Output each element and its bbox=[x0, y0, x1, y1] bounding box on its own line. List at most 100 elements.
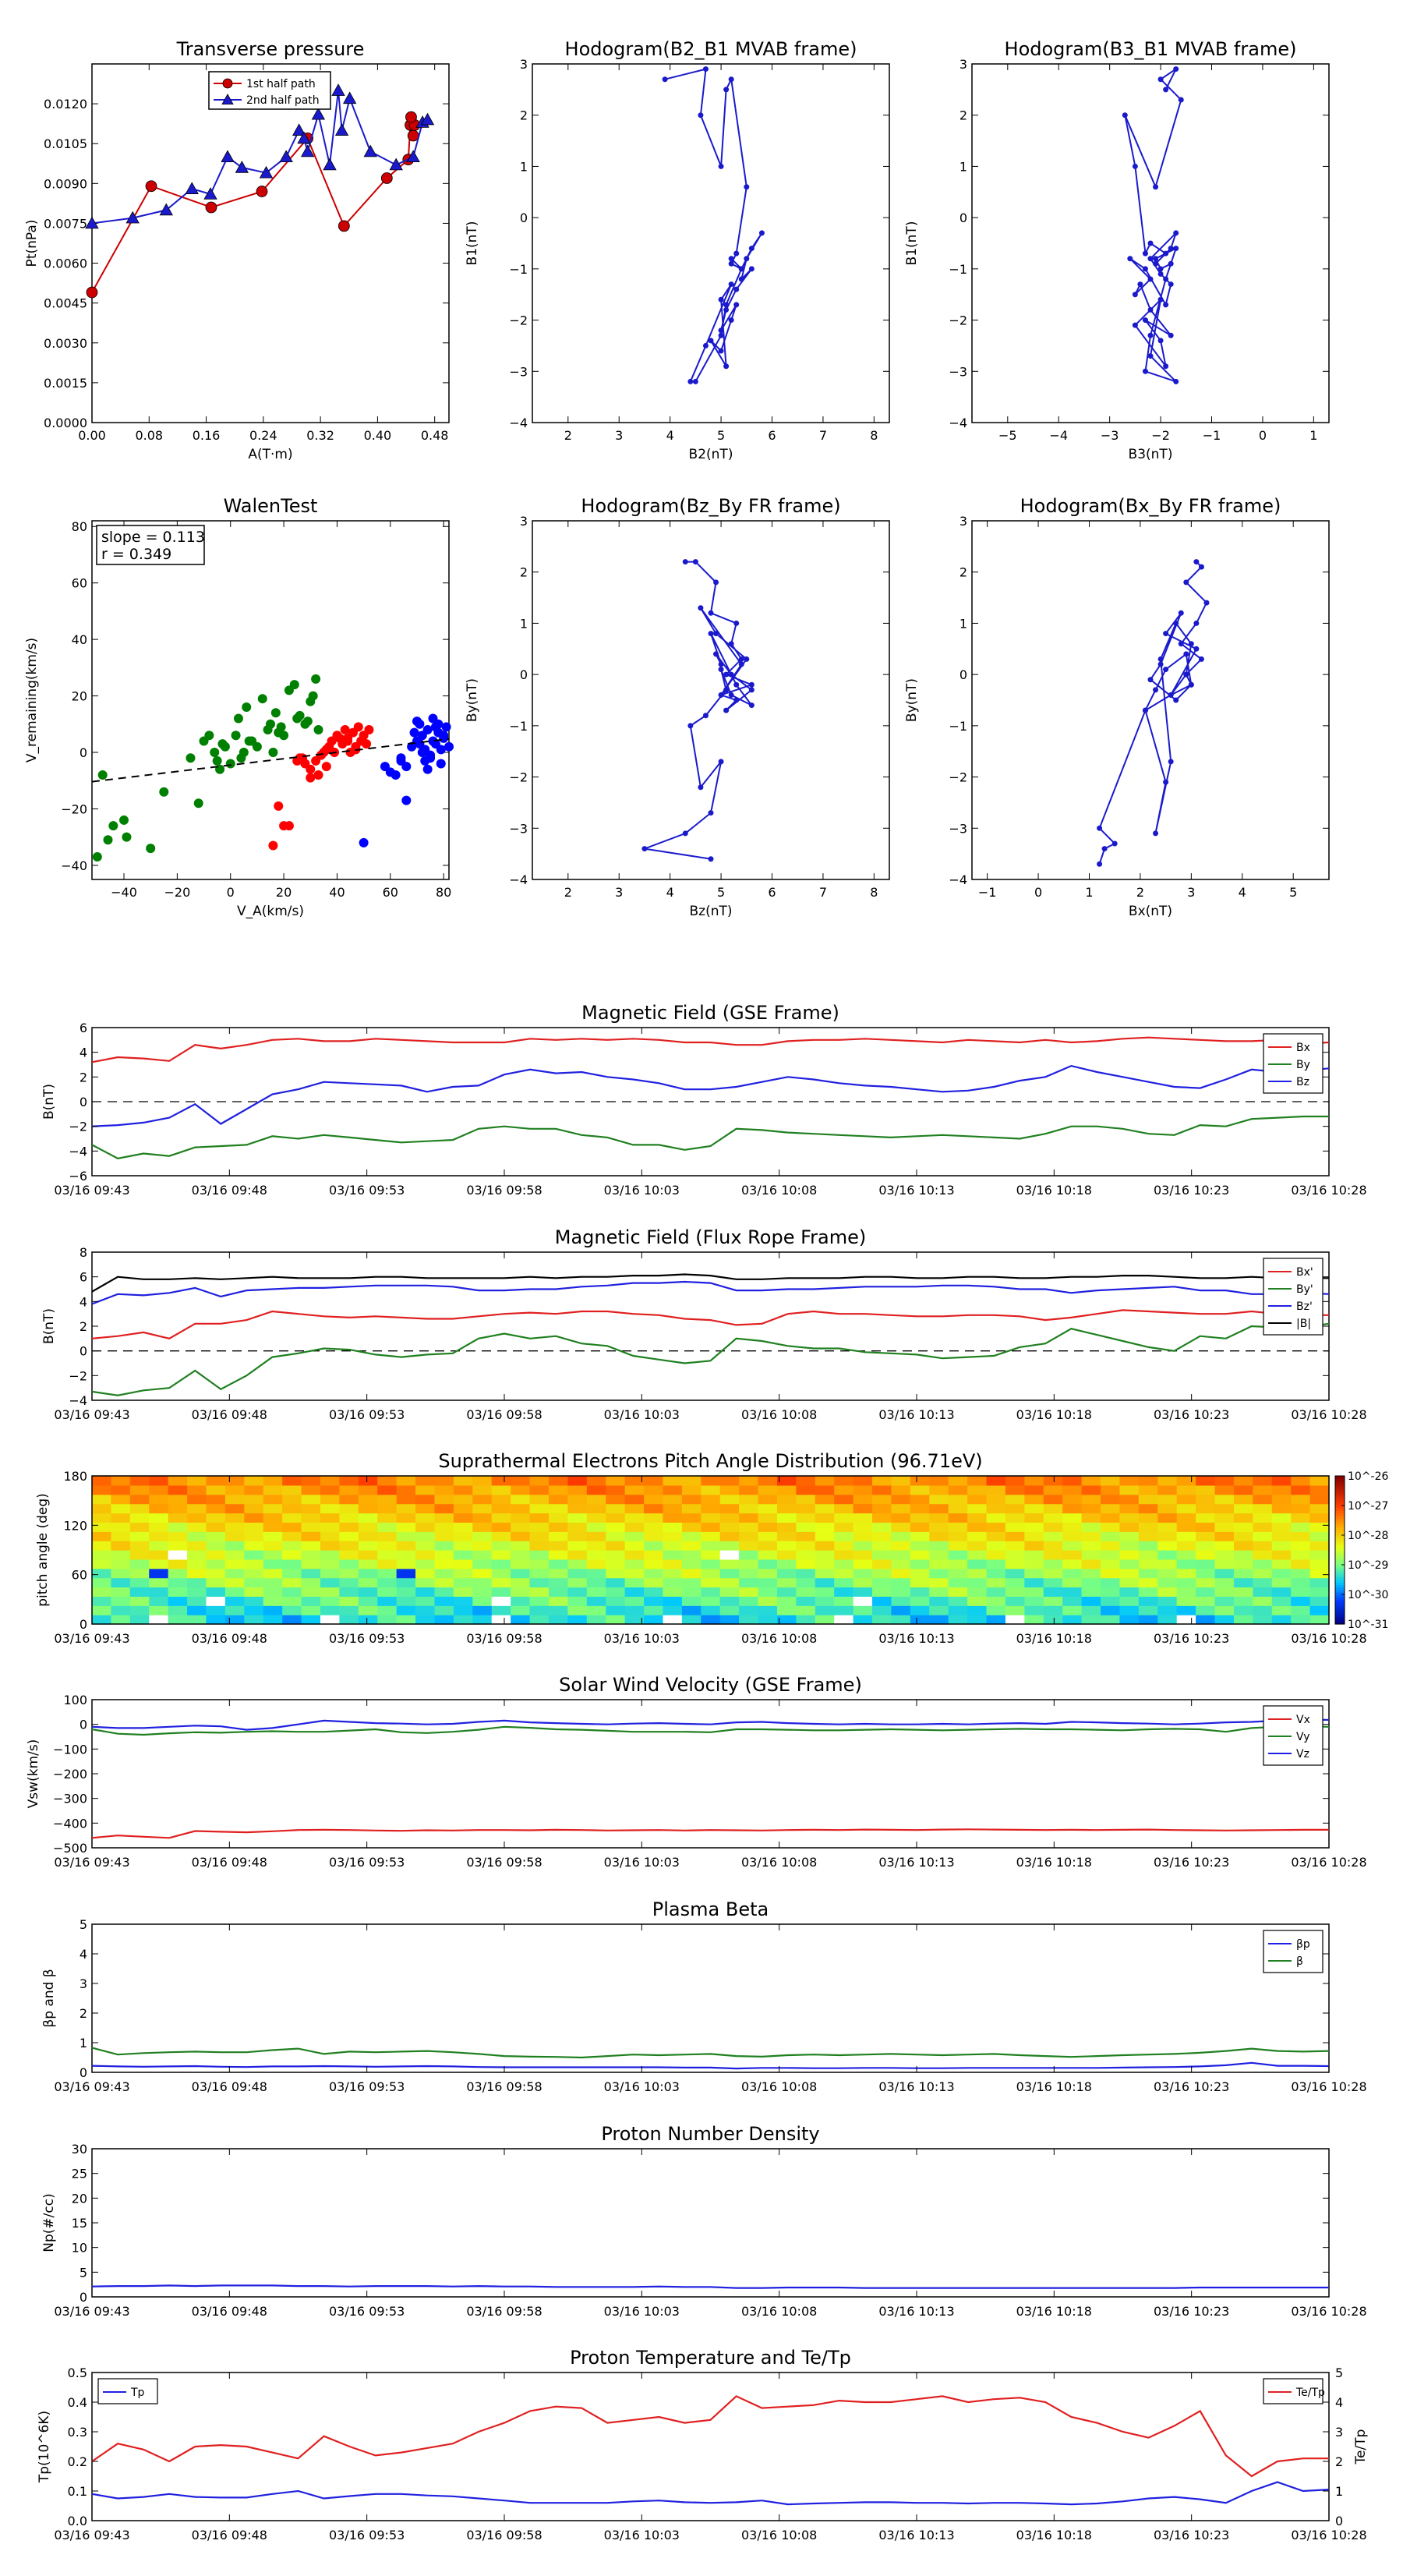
pad-cell bbox=[891, 1568, 911, 1579]
pad-cell bbox=[301, 1484, 321, 1495]
np-chart-ytick-label: 5 bbox=[80, 2265, 87, 2280]
pad-cell bbox=[796, 1484, 816, 1495]
pad-cell bbox=[1291, 1513, 1311, 1523]
pad-cell bbox=[206, 1476, 226, 1486]
beta-chart-ytick-label: 2 bbox=[80, 2006, 87, 2021]
pad-cell bbox=[758, 1587, 778, 1597]
pad-cell bbox=[1253, 1596, 1273, 1606]
walen-chart-point bbox=[289, 680, 299, 690]
pad-cell bbox=[1157, 1559, 1178, 1569]
pad-cell bbox=[929, 1541, 949, 1551]
pad-colorbar-segment bbox=[1335, 1552, 1345, 1555]
pad-cell bbox=[187, 1494, 207, 1505]
pad-cell bbox=[320, 1494, 340, 1505]
hodogram-b3b1-ytick-label: 3 bbox=[959, 57, 967, 72]
pad-cell bbox=[910, 1531, 930, 1541]
beta-chart-xtick-label: 03/16 10:28 bbox=[1291, 2079, 1366, 2094]
pad-cell bbox=[377, 1494, 398, 1505]
pad-heatmap-cells bbox=[92, 1476, 1330, 1625]
pad-cell bbox=[624, 1596, 645, 1606]
pad-cell bbox=[358, 1476, 378, 1486]
pad-colorbar-segment bbox=[1335, 1517, 1345, 1521]
bgse-chart-xtick-label: 03/16 10:03 bbox=[604, 1183, 680, 1198]
pad-cell bbox=[1138, 1605, 1158, 1615]
pad-cell bbox=[834, 1559, 854, 1569]
hodogram-b2b1-point bbox=[718, 332, 724, 338]
hodogram-bxby-ytick-label: 0 bbox=[959, 667, 967, 682]
pad-cell bbox=[224, 1541, 245, 1551]
tp-chart-point bbox=[159, 203, 173, 216]
pad-cell bbox=[1024, 1513, 1044, 1523]
pad-cell bbox=[1176, 1550, 1196, 1560]
pad-cell bbox=[434, 1541, 454, 1551]
pad-cell bbox=[891, 1596, 911, 1606]
pad-cell bbox=[320, 1568, 340, 1579]
tp-legend-label: 2nd half path bbox=[246, 94, 320, 107]
pad-heatmap-xtick-label: 03/16 10:18 bbox=[1016, 1631, 1092, 1646]
pad-cell bbox=[453, 1476, 473, 1486]
pad-cell bbox=[244, 1550, 264, 1560]
pad-cell bbox=[149, 1513, 169, 1523]
pad-cell bbox=[853, 1522, 873, 1532]
pad-cell bbox=[282, 1605, 302, 1615]
tp-chart-point bbox=[256, 186, 268, 197]
pad-cell bbox=[224, 1503, 245, 1514]
pad-cell bbox=[244, 1587, 264, 1597]
pad-cell bbox=[1024, 1531, 1044, 1541]
bgse-chart-ytick-label: 4 bbox=[80, 1046, 87, 1060]
pad-cell bbox=[1043, 1476, 1063, 1486]
pad-cell bbox=[1291, 1484, 1311, 1495]
pad-cell bbox=[149, 1494, 169, 1505]
hodogram-bzby-xtick-label: 4 bbox=[666, 885, 674, 900]
pad-cell bbox=[415, 1522, 436, 1532]
pad-colorbar-segment bbox=[1335, 1491, 1345, 1494]
vsw-chart-xtick-label: 03/16 10:28 bbox=[1291, 1855, 1366, 1870]
walen-chart-point bbox=[193, 798, 203, 809]
hodogram-b2b1-ytick-label: 0 bbox=[520, 211, 528, 225]
bfr-chart-xtick-label: 03/16 10:23 bbox=[1154, 1407, 1229, 1422]
pad-cell bbox=[929, 1531, 949, 1541]
hodogram-bzby-point bbox=[718, 692, 724, 698]
pad-cell bbox=[1196, 1577, 1216, 1588]
pad-cell bbox=[377, 1568, 398, 1579]
pad-cell bbox=[472, 1476, 493, 1486]
pad-cell bbox=[472, 1550, 493, 1560]
pad-cell bbox=[206, 1484, 226, 1495]
pad-cell bbox=[129, 1476, 150, 1486]
pad-cell bbox=[263, 1550, 283, 1560]
pad-cell bbox=[1176, 1484, 1196, 1495]
walen-chart-point bbox=[306, 764, 316, 774]
walen-chart-ytick-label: −40 bbox=[61, 858, 87, 873]
pad-cell bbox=[644, 1587, 664, 1597]
pad-cell bbox=[491, 1587, 511, 1597]
pad-cell bbox=[111, 1484, 131, 1495]
pad-cell bbox=[129, 1568, 150, 1579]
vsw-chart-ytick-label: −500 bbox=[53, 1841, 87, 1856]
hodogram-bxby-point bbox=[1173, 697, 1179, 703]
pad-cell bbox=[1214, 1503, 1235, 1514]
walen-chart-point bbox=[359, 837, 369, 847]
pad-cell bbox=[92, 1577, 112, 1588]
pad-cell bbox=[1138, 1568, 1158, 1579]
pad-cell bbox=[776, 1587, 797, 1597]
pad-cell bbox=[701, 1513, 721, 1523]
pad-cell bbox=[491, 1541, 511, 1551]
hodogram-bxby-point bbox=[1097, 861, 1103, 867]
pad-cell bbox=[701, 1587, 721, 1597]
pad-cell bbox=[1081, 1605, 1101, 1615]
pad-cell bbox=[1271, 1513, 1292, 1523]
pad-cell bbox=[796, 1596, 816, 1606]
pad-cell bbox=[149, 1596, 169, 1606]
pad-cell bbox=[872, 1531, 892, 1541]
pad-colorbar-segment bbox=[1335, 1599, 1345, 1603]
pad-cell bbox=[358, 1531, 378, 1541]
pad-cell bbox=[415, 1484, 436, 1495]
pad-colorbar-segment bbox=[1335, 1537, 1345, 1541]
pad-cell bbox=[986, 1577, 1006, 1588]
pad-cell bbox=[1119, 1615, 1140, 1625]
vsw-chart-xtick-label: 03/16 09:58 bbox=[466, 1855, 542, 1870]
np-chart-ytick-label: 30 bbox=[72, 2142, 87, 2157]
hodogram-bxby-point bbox=[1193, 620, 1200, 626]
pad-cell bbox=[1214, 1568, 1235, 1579]
pad-cell bbox=[377, 1615, 398, 1625]
